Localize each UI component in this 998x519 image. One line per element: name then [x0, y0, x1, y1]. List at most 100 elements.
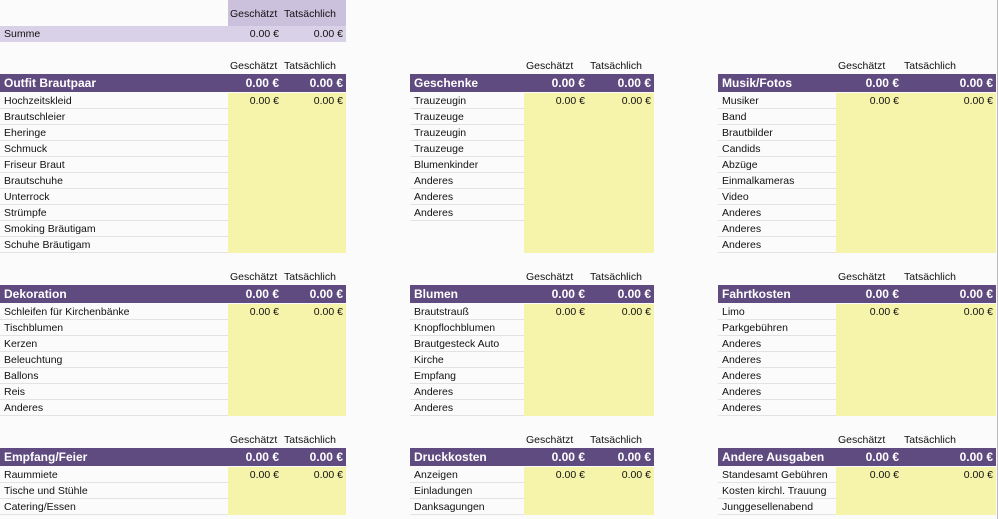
item-label: Anderes [410, 384, 524, 400]
item-value: 0.00 € [869, 95, 899, 107]
item-label: Anzeigen [410, 467, 524, 483]
input-area [836, 93, 996, 253]
column-header: Tatsächlich [590, 271, 642, 283]
item-label: Junggesellenabend [718, 499, 836, 515]
item-label: Schuhe Bräutigam [0, 237, 228, 253]
section-total: 0.00 € [902, 74, 996, 92]
item-label: Anderes [718, 237, 836, 253]
section-total: 0.00 € [282, 448, 346, 466]
input-area [524, 467, 654, 515]
item-value: 0.00 € [869, 306, 899, 318]
item-label: Blumenkinder [410, 157, 524, 173]
item-label: Anderes [718, 400, 836, 416]
input-area [836, 304, 996, 416]
column-header: Geschätzt [230, 60, 278, 72]
input-area [524, 304, 654, 416]
item-label: Trauzeugin [410, 125, 524, 141]
item-label: Kerzen [0, 336, 228, 352]
column-header: Geschätzt [526, 271, 574, 283]
section-total: 0.00 € [524, 448, 588, 466]
item-label: Hochzeitskleid [0, 93, 228, 109]
item-value: 0.00 € [869, 469, 899, 481]
column-header: Geschätzt [526, 434, 574, 446]
item-value: 0.00 € [555, 469, 585, 481]
item-label: Brautschuhe [0, 173, 228, 189]
column-header: Geschätzt [526, 60, 574, 72]
column-header: Tatsächlich [904, 271, 956, 283]
summary-value: 0.00 € [249, 28, 279, 40]
item-label: Standesamt Gebühren [718, 467, 836, 483]
item-value: 0.00 € [963, 95, 993, 107]
item-label: Ballons [0, 368, 228, 384]
section-total: 0.00 € [902, 285, 996, 303]
item-value: 0.00 € [621, 306, 651, 318]
item-label: Tischblumen [0, 320, 228, 336]
summary-value: 0.00 € [313, 28, 343, 40]
item-label: Catering/Essen [0, 499, 228, 515]
item-value: 0.00 € [621, 95, 651, 107]
section-total: 0.00 € [588, 448, 654, 466]
item-label: Unterrock [0, 189, 228, 205]
item-value: 0.00 € [313, 306, 343, 318]
section-total: 0.00 € [282, 285, 346, 303]
column-header: Geschätzt [230, 271, 278, 283]
input-area [228, 467, 346, 515]
item-label: Candids [718, 141, 836, 157]
section-total: 0.00 € [836, 448, 902, 466]
item-label: Strümpfe [0, 205, 228, 221]
section-title: Dekoration [0, 285, 228, 303]
item-label: Anderes [718, 221, 836, 237]
section-title: Outfit Brautpaar [0, 74, 228, 92]
item-value: 0.00 € [249, 95, 279, 107]
section-title: Blumen [410, 285, 524, 303]
item-label: Smoking Bräutigam [0, 221, 228, 237]
summary-label: Summe [4, 28, 41, 40]
column-header: Geschätzt [230, 434, 278, 446]
section-title: Andere Ausgaben [718, 448, 836, 466]
section-title: Geschenke [410, 74, 524, 92]
item-label: Kosten kirchl. Trauung [718, 483, 836, 499]
item-label: Einmalkameras [718, 173, 836, 189]
column-header: Tatsächlich [284, 8, 336, 20]
item-label: Empfang [410, 368, 524, 384]
input-area [228, 304, 346, 416]
item-label: Reis [0, 384, 228, 400]
section-total: 0.00 € [902, 448, 996, 466]
item-label: Schleifen für Kirchenbänke [0, 304, 228, 320]
item-label: Anderes [410, 189, 524, 205]
item-label: Parkgebühren [718, 320, 836, 336]
item-label: Musiker [718, 93, 836, 109]
item-label: Trauzeugin [410, 93, 524, 109]
column-header: Tatsächlich [904, 60, 956, 72]
section-title: Fahrtkosten [718, 285, 836, 303]
item-label: Anderes [0, 400, 228, 416]
section-total: 0.00 € [282, 74, 346, 92]
item-label: Raummiete [0, 467, 228, 483]
item-label: Beleuchtung [0, 352, 228, 368]
item-label: Video [718, 189, 836, 205]
section-total: 0.00 € [228, 448, 282, 466]
item-value: 0.00 € [963, 306, 993, 318]
item-label: Trauzeuge [410, 141, 524, 157]
column-header: Tatsächlich [904, 434, 956, 446]
item-label: Knopflochblumen [410, 320, 524, 336]
section-title: Empfang/Feier [0, 448, 228, 466]
item-label: Anderes [718, 352, 836, 368]
item-value: 0.00 € [249, 469, 279, 481]
item-label: Schmuck [0, 141, 228, 157]
item-label: Einladungen [410, 483, 524, 499]
section-total: 0.00 € [228, 285, 282, 303]
section-title: Druckkosten [410, 448, 524, 466]
item-label: Anderes [718, 205, 836, 221]
column-header: Geschätzt [230, 8, 278, 20]
item-label: Brautbilder [718, 125, 836, 141]
section-total: 0.00 € [588, 285, 654, 303]
item-label: Anderes [718, 336, 836, 352]
item-value: 0.00 € [313, 469, 343, 481]
section-total: 0.00 € [228, 74, 282, 92]
column-header: Geschätzt [838, 60, 886, 72]
column-header: Geschätzt [838, 434, 886, 446]
input-area [836, 467, 996, 515]
item-label: Anderes [410, 400, 524, 416]
